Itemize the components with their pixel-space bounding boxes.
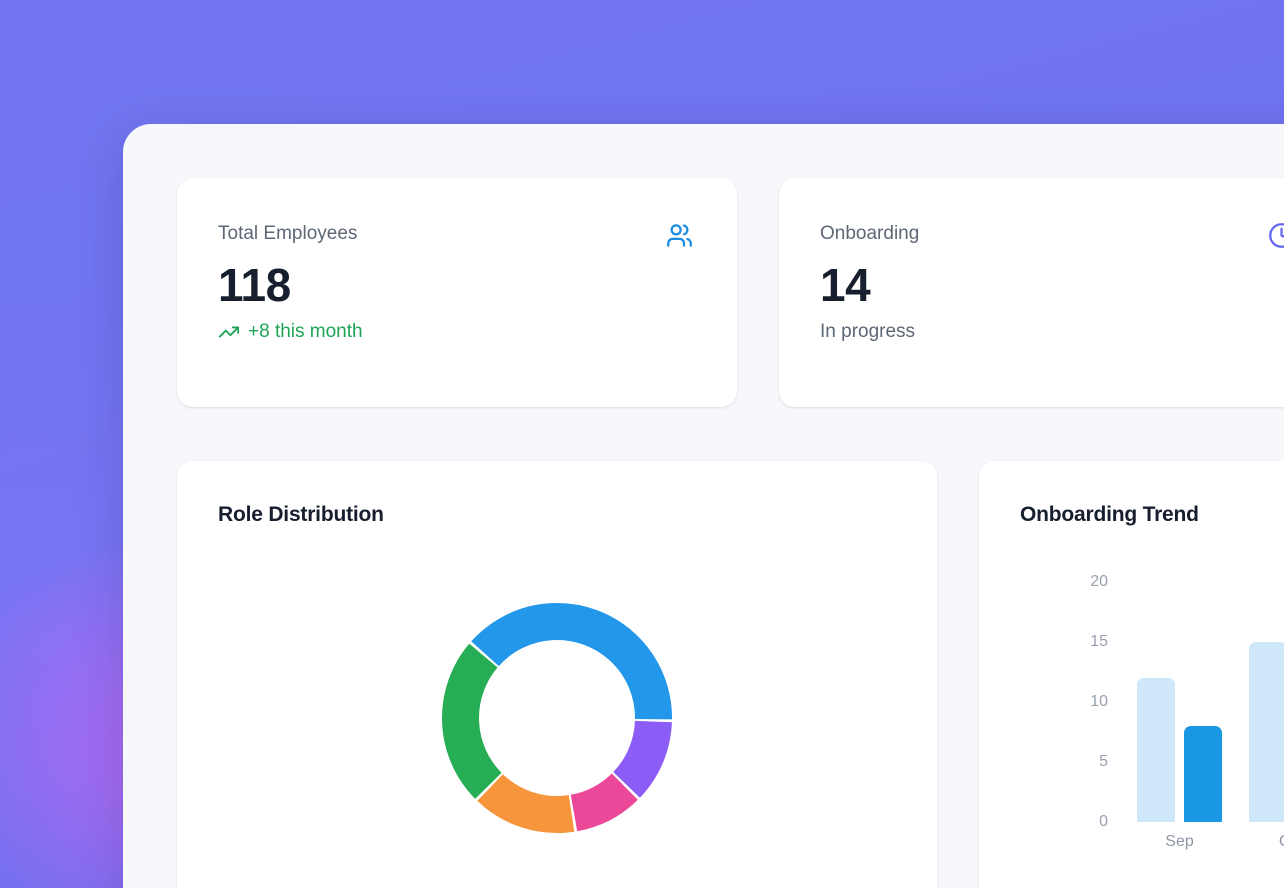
role-distribution-donut [442, 603, 672, 833]
stat-value: 118 [218, 259, 291, 311]
users-icon [666, 222, 693, 249]
trending-up-icon [218, 321, 240, 343]
bar-series-light-sep [1137, 678, 1175, 822]
y-axis-tick: 0 [1099, 813, 1108, 830]
chart-title: Role Distribution [218, 503, 384, 526]
dashboard-panel: Total Employees 118 [123, 124, 1284, 888]
chart-card-onboarding-trend: Onboarding Trend 0 5 10 15 20 Sep Oct [979, 461, 1284, 888]
x-axis-label: Sep [1165, 833, 1194, 850]
clock-icon [1268, 222, 1284, 249]
x-axis-label: Oct [1249, 832, 1284, 852]
y-axis-tick: 15 [1090, 633, 1108, 650]
y-axis-tick: 5 [1099, 753, 1108, 770]
donut-segment-orange [442, 603, 672, 833]
stat-card-total-employees: Total Employees 118 [177, 178, 737, 407]
bar-series-light-oct [1249, 642, 1284, 822]
stat-label: Onboarding [820, 223, 920, 244]
chart-title: Onboarding Trend [1020, 503, 1199, 526]
stat-value: 14 [820, 259, 871, 311]
donut-segment-purple [442, 603, 672, 833]
onboarding-trend-plot: 0 5 10 15 20 Sep Oct [979, 461, 1284, 888]
stat-subtext: In progress [820, 321, 916, 342]
stat-card-onboarding: Onboarding 14 In progress [779, 178, 1284, 407]
stat-label: Total Employees [218, 223, 358, 244]
y-axis-tick: 20 [1090, 573, 1108, 590]
bar-series-dark-sep [1184, 726, 1222, 822]
stat-trend-text: +8 this month [248, 321, 363, 342]
y-axis-tick: 10 [1090, 693, 1108, 710]
chart-card-role-distribution: Role Distribution [177, 461, 937, 888]
